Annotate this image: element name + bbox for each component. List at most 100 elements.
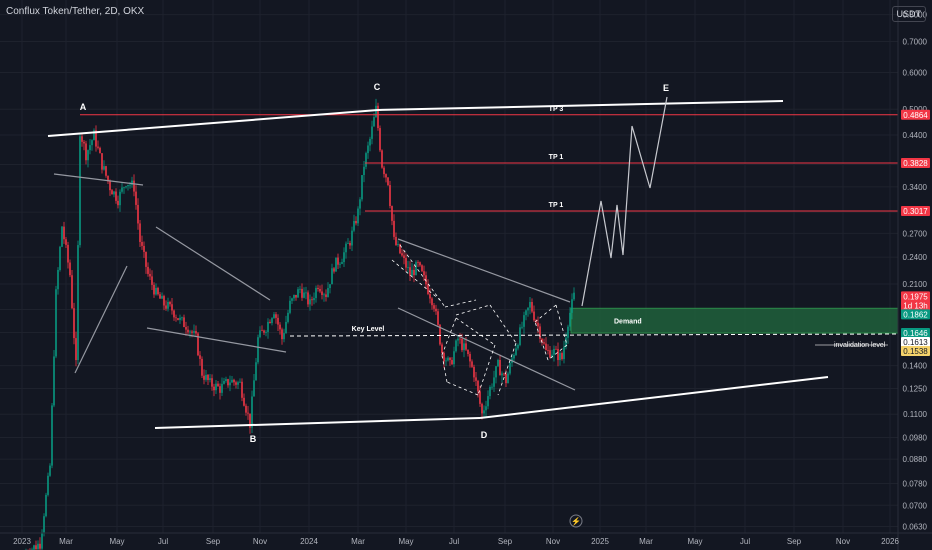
candle-body xyxy=(119,191,121,206)
candle-body xyxy=(315,287,317,299)
candle-body xyxy=(523,315,525,327)
candle-body xyxy=(35,545,37,550)
candle-body xyxy=(519,327,521,345)
candle-body xyxy=(179,317,181,320)
candle-body xyxy=(205,374,207,380)
candle-body xyxy=(285,321,287,334)
candle-body xyxy=(103,166,105,170)
candle-body xyxy=(545,343,547,351)
candle-body xyxy=(81,136,83,142)
support-trendline xyxy=(479,376,829,419)
candle-body xyxy=(213,386,215,391)
candle-body xyxy=(125,186,127,188)
candle-body xyxy=(461,338,463,351)
candle-body xyxy=(79,136,81,246)
pattern-dashed-line xyxy=(534,304,557,323)
candle-body xyxy=(485,406,487,411)
candle-body xyxy=(353,220,355,231)
candle-body xyxy=(195,331,197,334)
candle-body xyxy=(171,304,173,311)
candle-body xyxy=(291,298,293,301)
candle-body xyxy=(133,180,135,192)
candle-body xyxy=(39,543,41,549)
pattern-dashed-line xyxy=(441,354,448,383)
candle-body xyxy=(277,317,279,325)
candle-body xyxy=(313,298,315,301)
candle-body xyxy=(533,311,535,321)
candle-body xyxy=(167,301,169,309)
candle-body xyxy=(475,377,477,381)
candle-body xyxy=(91,140,93,146)
candle-body xyxy=(47,475,49,495)
candle-body xyxy=(411,269,413,276)
candle-body xyxy=(67,244,69,263)
candle-body xyxy=(537,322,539,327)
candle-body xyxy=(497,360,499,367)
chart-title: Conflux Token/Tether, 2D, OKX xyxy=(6,6,145,17)
candle-body xyxy=(289,300,291,313)
price-tag-label: 0.1613 xyxy=(903,338,928,347)
channel-line xyxy=(53,173,144,186)
target-level-label: TP 1 xyxy=(549,154,564,161)
candle-body xyxy=(49,465,51,476)
candle-body xyxy=(147,266,149,274)
candle-body xyxy=(455,340,457,352)
candle-body xyxy=(127,184,129,187)
price-tag-bg xyxy=(901,309,930,320)
candle-body xyxy=(239,381,241,383)
pattern-dashed-line xyxy=(455,317,496,346)
candle-body xyxy=(415,262,417,276)
candle-body xyxy=(517,344,519,349)
currency-button[interactable]: USDT xyxy=(891,6,926,22)
candle-body xyxy=(229,382,231,386)
candle-body xyxy=(303,292,305,298)
channel-line xyxy=(74,265,128,374)
candle-body xyxy=(443,352,445,362)
demand-zone-label: Demand xyxy=(614,319,642,326)
pattern-dashed-line xyxy=(444,299,477,308)
candle-body xyxy=(341,262,343,264)
candle-body xyxy=(305,292,307,294)
price-tag-bg xyxy=(901,328,930,339)
candle-body xyxy=(395,236,397,245)
candle-body xyxy=(389,185,391,207)
candle-body xyxy=(515,348,517,355)
candle-body xyxy=(113,191,115,195)
wave-point-label: A xyxy=(80,102,87,112)
price-tag-label: 0.1538 xyxy=(903,347,928,356)
price-tag-bg xyxy=(901,205,930,216)
candle-body xyxy=(57,269,59,290)
candle-body xyxy=(33,545,35,550)
candle-body xyxy=(263,330,265,333)
candle-body xyxy=(557,348,559,361)
pattern-dashed-line xyxy=(547,344,568,361)
candle-body xyxy=(115,191,117,201)
candle-body xyxy=(499,360,501,376)
candle-body xyxy=(169,301,171,305)
x-tick-label: Jul xyxy=(158,537,168,546)
invalidation-label: invalidation level xyxy=(834,342,886,349)
candle-body xyxy=(293,294,295,299)
pattern-dashed-line xyxy=(441,317,457,356)
candle-body xyxy=(383,167,385,175)
candle-body xyxy=(503,373,505,375)
lightning-icon xyxy=(569,514,583,528)
candle-body xyxy=(431,298,433,306)
candle-body xyxy=(409,267,411,276)
candle-body xyxy=(363,166,365,176)
candle-body xyxy=(197,333,199,356)
x-tick-label: May xyxy=(687,537,702,546)
pattern-dashed-line xyxy=(399,244,446,308)
price-tag: 0.1538 xyxy=(901,346,930,357)
candle-body xyxy=(369,138,371,146)
candle-body xyxy=(265,331,267,333)
candle-body xyxy=(99,147,101,154)
x-tick-label: Sep xyxy=(787,537,802,546)
candle-body xyxy=(401,253,403,256)
candle-body xyxy=(573,292,575,300)
candle-body xyxy=(467,349,469,355)
target-level-label: TP 3 xyxy=(549,106,564,113)
candle-body xyxy=(253,380,255,397)
